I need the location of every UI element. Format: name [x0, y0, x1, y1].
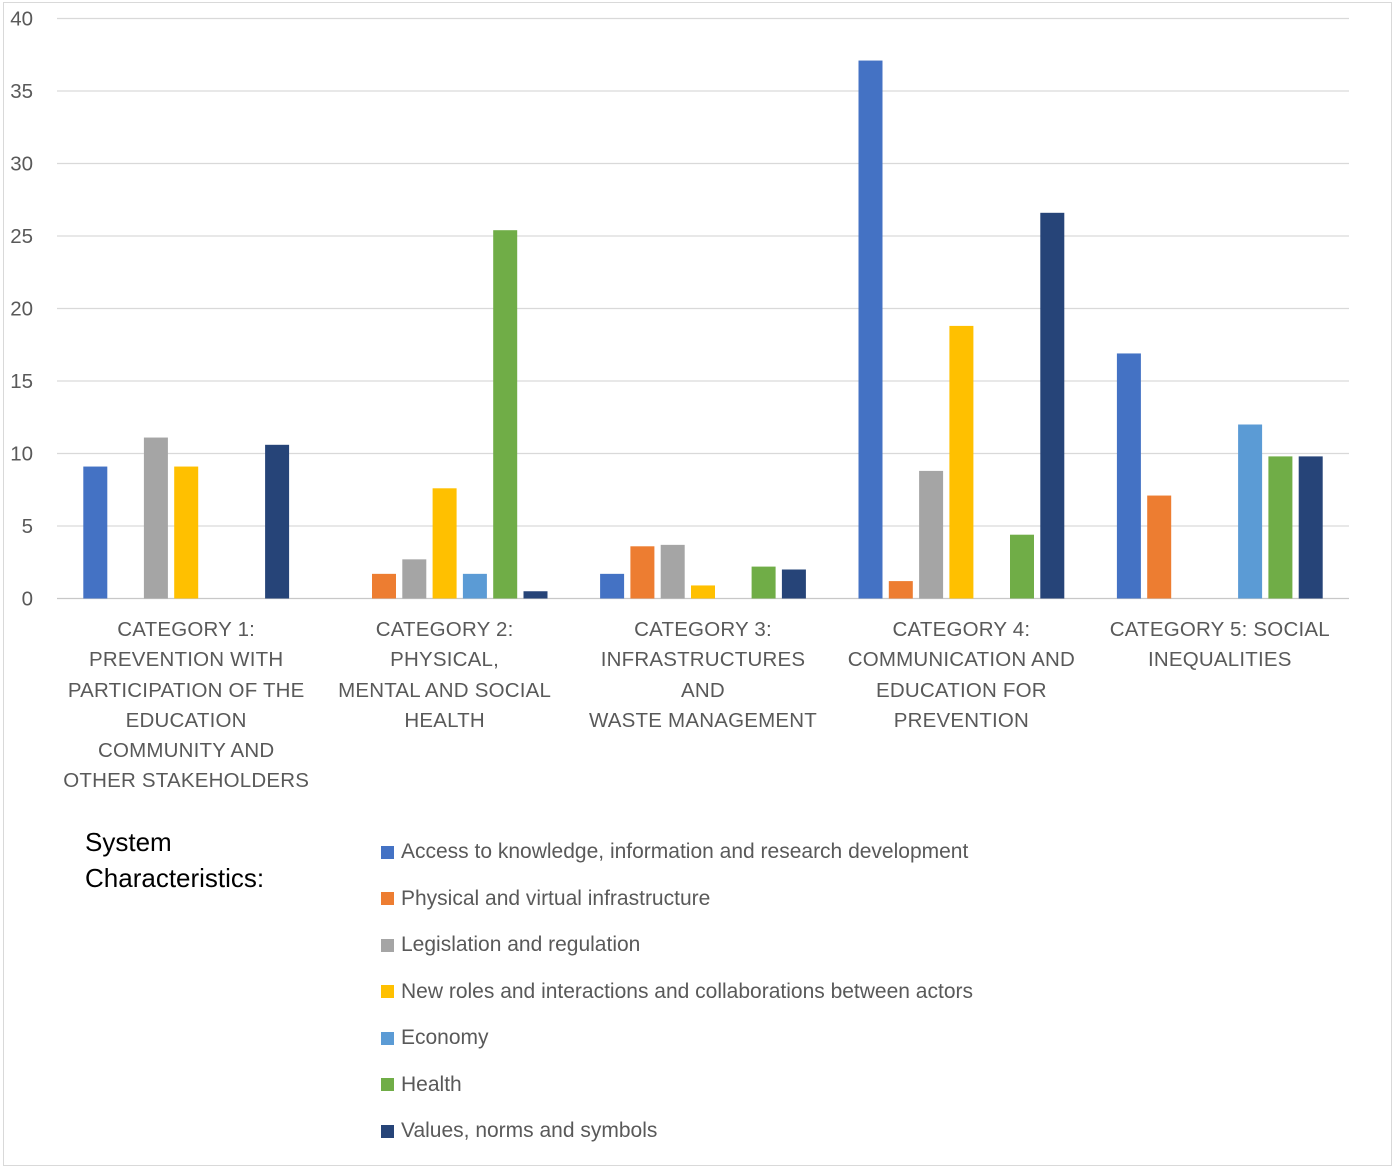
- legend-item: Access to knowledge, information and res…: [381, 840, 968, 864]
- bar: [1147, 495, 1172, 599]
- legend-label: Values, norms and symbols: [401, 1119, 658, 1142]
- bar: [600, 573, 625, 599]
- x-tick-label: CATEGORY 5: SOCIAL INEQUALITIES: [1095, 615, 1345, 676]
- y-tick-label: 5: [22, 515, 33, 538]
- bars: [83, 60, 1323, 599]
- x-tick-label-line: OTHER STAKEHOLDERS: [63, 769, 310, 793]
- legend-item: Economy: [381, 1026, 489, 1050]
- y-tick-label: 20: [10, 298, 33, 321]
- bar: [1010, 534, 1034, 599]
- legend-item: Health: [381, 1073, 462, 1097]
- x-tick-label-line: CATEGORY 1:: [117, 618, 256, 641]
- legend-swatch: [381, 985, 394, 998]
- y-tick-label: 35: [10, 80, 33, 103]
- bar: [691, 585, 715, 599]
- x-tick-label-line: HEALTH: [404, 708, 485, 732]
- y-tick-label: 0: [22, 588, 33, 611]
- x-tick-label-line: CATEGORY 4:: [892, 618, 1031, 641]
- x-tick-label-line: MENTAL AND SOCIAL: [338, 678, 552, 702]
- legend-heading-line: Characteristics:: [85, 863, 265, 893]
- legend-swatch: [381, 938, 394, 952]
- bar: [523, 591, 548, 599]
- bar: [265, 444, 290, 599]
- bar: [858, 60, 883, 599]
- bar: [83, 466, 108, 599]
- x-tick-label: CATEGORY 4: COMMUNICATION AND EDUCATION FO…: [836, 615, 1086, 736]
- bar: [432, 488, 457, 599]
- bar: [462, 573, 487, 599]
- y-tick-label: 10: [10, 443, 33, 466]
- bar-chart: 0 5 10 15 20 25 30 35 40: [10, 8, 1349, 611]
- x-tick-label-line: PARTICIPATION OF THE: [67, 678, 305, 702]
- x-tick-label-line: INEQUALITIES: [1147, 648, 1292, 672]
- bar: [143, 437, 168, 599]
- y-tick-label: 40: [10, 8, 33, 31]
- y-tick-label: 25: [10, 225, 33, 248]
- legend-swatch: [381, 1078, 394, 1091]
- bar: [660, 544, 685, 599]
- bar: [1238, 424, 1263, 599]
- legend-item: Physical and virtual infrastructure: [381, 887, 710, 911]
- bar: [781, 569, 806, 599]
- x-tick-label: CATEGORY 2: PHYSICAL, MENTAL AND SOCIAL HE…: [320, 615, 570, 736]
- bar: [919, 470, 944, 599]
- legend-heading-line: System: [85, 827, 172, 857]
- legend-label: Legislation and regulation: [401, 933, 641, 956]
- x-tick-label-line: COMMUNITY AND: [97, 739, 275, 763]
- legend-swatch: [381, 845, 394, 859]
- bar: [402, 559, 427, 599]
- legend-swatch: [381, 1031, 394, 1045]
- x-tick-label-line: CATEGORY 2: PHYSICAL,: [375, 618, 514, 672]
- bar: [751, 566, 776, 599]
- chart-frame: [3, 2, 1392, 1166]
- legend-label: Physical and virtual infrastructure: [401, 886, 711, 910]
- bar: [493, 230, 518, 599]
- legend-label: New roles and interactions and collabora…: [401, 979, 973, 1003]
- legend-swatch: [381, 892, 394, 905]
- legend-heading: System Characteristics:: [85, 824, 325, 896]
- x-tick-label-line: WASTE MANAGEMENT: [589, 708, 817, 732]
- legend-item: Legislation and regulation: [381, 933, 640, 957]
- bar: [1268, 456, 1293, 599]
- bar: [1298, 456, 1323, 599]
- x-tick-label-line: PREVENTION: [893, 708, 1030, 732]
- x-tick-label-line: EDUCATION: [125, 708, 247, 732]
- x-tick-label-line: PREVENTION WITH: [89, 648, 284, 672]
- x-tick-label-line: CATEGORY 3:: [634, 618, 772, 641]
- x-tick-label-line: COMMUNICATION AND: [847, 648, 1076, 672]
- bar: [949, 325, 974, 599]
- y-tick-label: 15: [10, 370, 33, 393]
- y-axis-ticks: 0 5 10 15 20 25 30 35 40: [10, 8, 33, 611]
- legend-swatch: [381, 1124, 394, 1138]
- bar: [630, 546, 655, 599]
- bar: [888, 581, 913, 599]
- legend-item: New roles and interactions and collabora…: [381, 980, 973, 1004]
- y-tick-label: 30: [10, 153, 33, 176]
- legend-label: Economy: [401, 1026, 489, 1049]
- bar: [174, 466, 199, 599]
- bar: [1116, 353, 1141, 599]
- x-tick-label-line: INFRASTRUCTURES AND: [600, 648, 806, 702]
- x-tick-label: CATEGORY 3: INFRASTRUCTURES AND WASTE MANA…: [578, 615, 828, 736]
- x-tick-label-line: EDUCATION FOR: [876, 678, 1047, 702]
- bar: [372, 573, 396, 599]
- legend-item: Values, norms and symbols: [381, 1119, 657, 1143]
- legend-label: Health: [401, 1072, 462, 1096]
- bar: [1040, 212, 1065, 599]
- legend-label: Access to knowledge, information and res…: [401, 840, 969, 863]
- x-tick-label-line: CATEGORY 5: SOCIAL: [1109, 618, 1330, 641]
- x-tick-label: CATEGORY 1: PREVENTION WITH PARTICIPATION …: [61, 615, 311, 797]
